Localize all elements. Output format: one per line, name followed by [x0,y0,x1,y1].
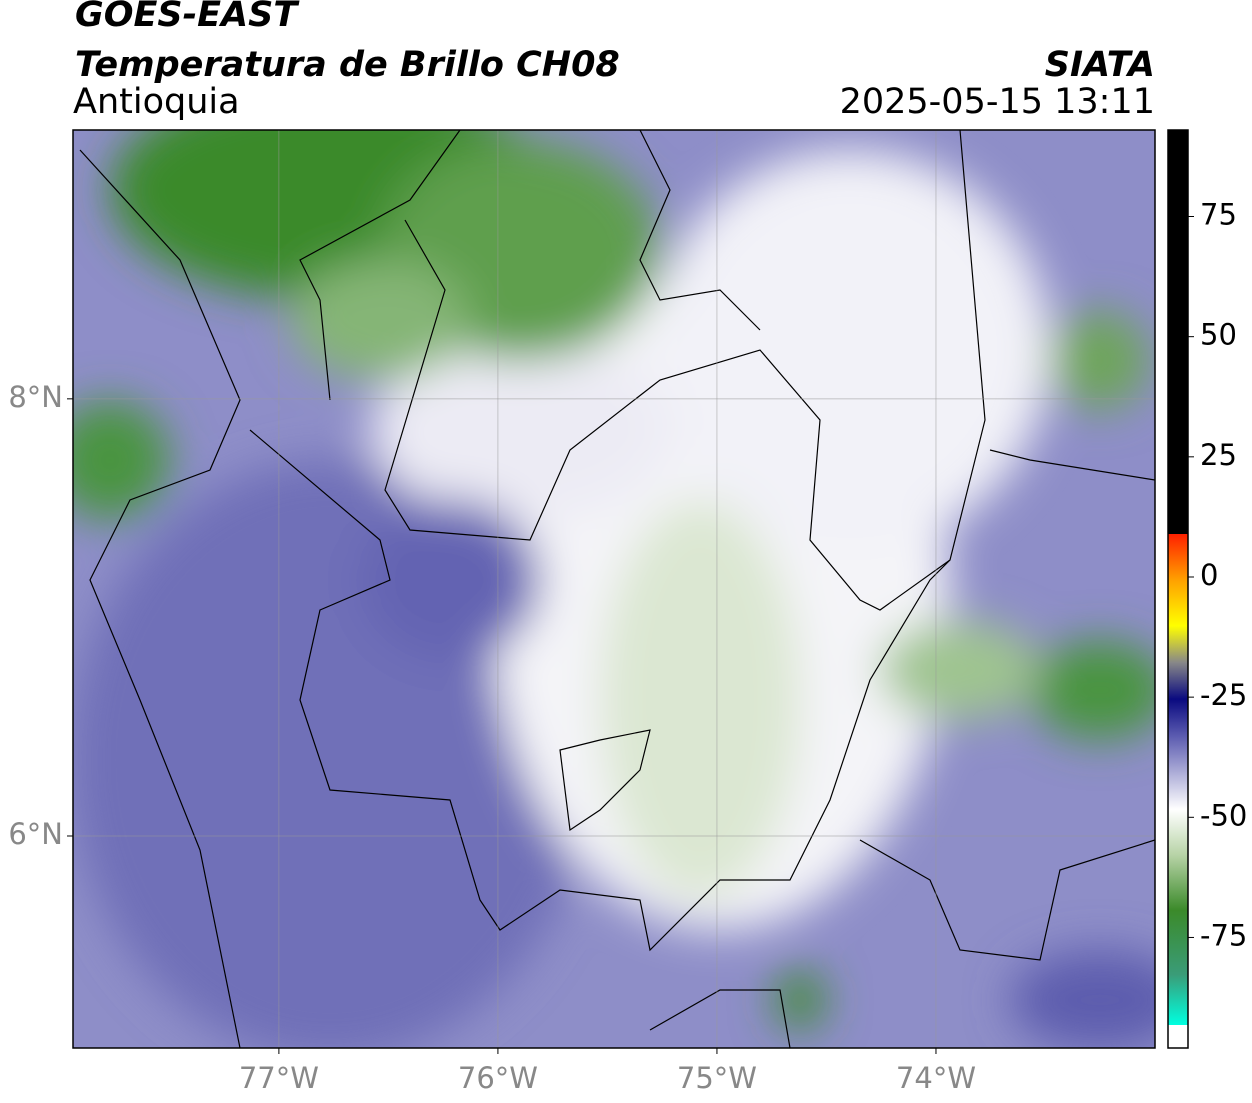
title: GOES-EAST [75,0,300,35]
colorbar-tick-label: 25 [1200,438,1237,472]
colorbar-ticks: 75 50 25 0 -25 -50 -75 [1188,198,1247,952]
colorbar-tick-label: -25 [1200,678,1247,712]
subtitle: Temperatura de Brillo CH08 [75,45,620,85]
colorbar-tick-label: 50 [1200,318,1237,352]
colorbar-tick-label: 75 [1200,198,1237,232]
map-grid: 77°W 76°W 75°W 74°W 8°N 6°N [8,130,1155,1095]
x-tick-label: 76°W [458,1061,538,1095]
datetime: 2025-05-15 13:11 [840,82,1155,122]
x-tick-label: 75°W [677,1061,757,1095]
x-tick-label: 74°W [896,1061,976,1095]
colorbar-tick-label: 0 [1200,558,1218,592]
satellite-image [73,130,1155,1048]
colorbar [1167,129,1189,1049]
colorbar-tick-label: -50 [1200,798,1247,832]
map-frame [72,129,1156,1049]
x-tick-label: 77°W [239,1061,319,1095]
region: Antioquia [73,82,240,122]
source: SIATA [1045,45,1155,85]
colorbar-tick-label: -75 [1200,918,1247,952]
y-tick-label: 6°N [8,817,63,851]
y-tick-label: 8°N [8,380,63,414]
